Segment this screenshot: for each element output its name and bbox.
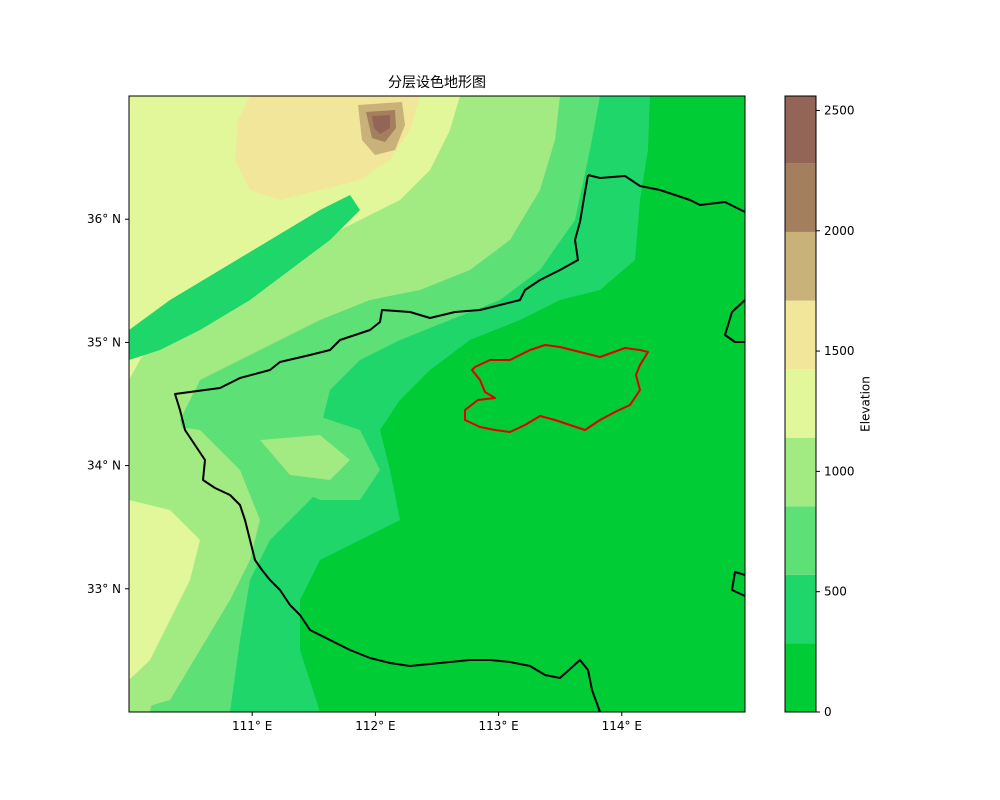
colorbar-tick-label: 500: [824, 585, 847, 599]
colorbar-ticks: 0 500 1000 1500 2000 2500: [816, 103, 855, 719]
latitude-ticks: 36° N 35° N 34° N 33° N: [87, 212, 129, 596]
colorbar-label: Elevation: [859, 376, 873, 432]
highlighted-region: [464, 344, 649, 433]
province-boundary: [174, 174, 746, 713]
colorbar-tick-label: 0: [824, 705, 832, 719]
terrain-hills-southwest-high: [129, 500, 200, 680]
colorbar-level: [785, 96, 816, 164]
fenhe-valley-lowland: [129, 195, 360, 360]
lon-tick-label: 114° E: [602, 719, 642, 733]
terrain-peak-2400: [372, 115, 390, 134]
lat-tick-label: 36° N: [87, 212, 121, 226]
colorbar-level: [785, 231, 816, 301]
map-frame: [128, 95, 746, 713]
colorbar-level: [785, 643, 816, 712]
colorbar-level: [785, 574, 816, 644]
colorbar-level: [785, 437, 816, 507]
colorbar-level: [785, 163, 816, 232]
colorbar-levels: [785, 96, 816, 712]
lat-tick-label: 35° N: [87, 335, 121, 349]
lat-tick-label: 34° N: [87, 459, 121, 473]
colorbar-level: [785, 506, 816, 575]
colorbar-tick-label: 2000: [824, 224, 855, 238]
terrain-hills-central-high: [260, 435, 350, 480]
lat-tick-label: 33° N: [87, 582, 121, 596]
map-panel: 111° E 112° E 113° E 114° E 36° N 35° N 34° N…: [87, 95, 746, 733]
colorbar: 0 500 1000 1500 2000 2500 Elevation: [784, 95, 873, 719]
lon-tick-label: 113° E: [478, 719, 518, 733]
colorbar-tick-label: 1500: [824, 344, 855, 358]
longitude-ticks: 111° E 112° E 113° E 114° E: [232, 712, 642, 733]
colorbar-tick-label: 2500: [824, 103, 855, 117]
colorbar-tick-label: 1000: [824, 464, 855, 478]
lon-tick-label: 112° E: [355, 719, 395, 733]
colorbar-frame: [784, 95, 817, 713]
colorbar-level: [785, 300, 816, 370]
lon-tick-label: 111° E: [232, 719, 272, 733]
colorbar-level: [785, 369, 816, 438]
map-title: 分层设色地形图: [388, 74, 486, 91]
